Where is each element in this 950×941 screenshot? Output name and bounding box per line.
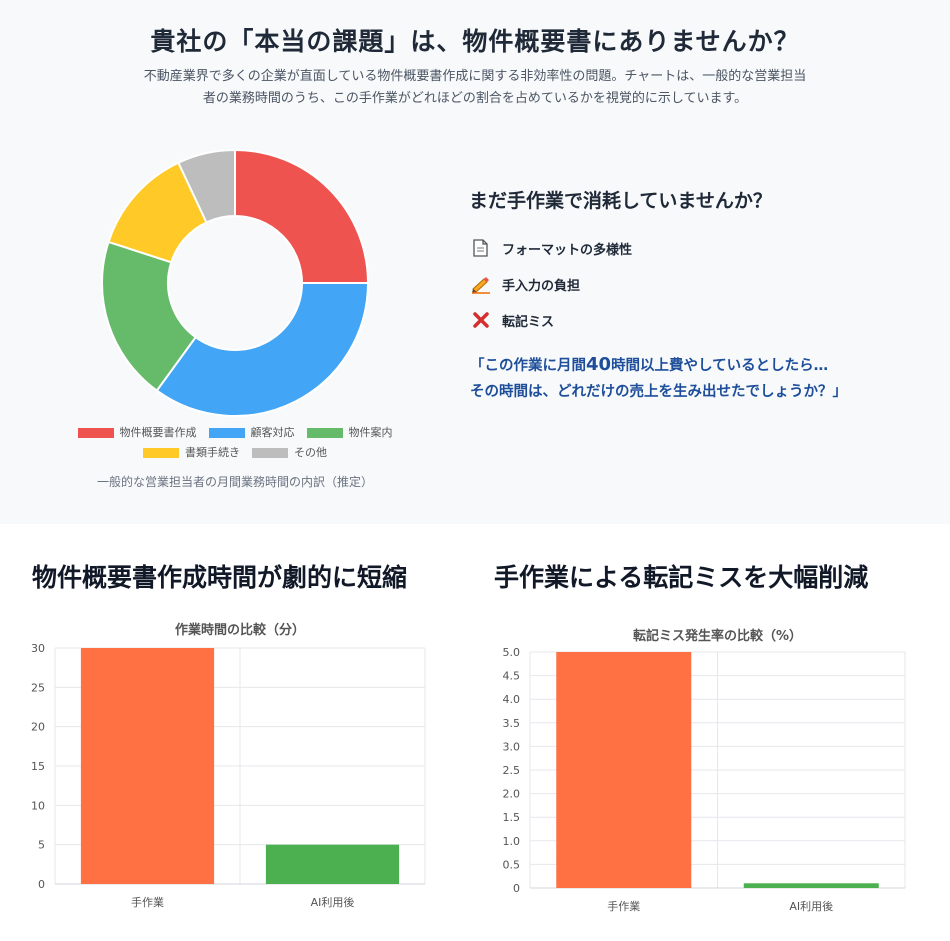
- page-title: 貴社の「本当の課題」は、物件概要書にありませんか？: [150, 27, 800, 56]
- donut-slice-1: [155, 282, 370, 417]
- quote-line-1: 「この作業に月間40時間以上費やしているとしたら…: [470, 352, 930, 379]
- x-tick-label: 手作業: [607, 899, 640, 913]
- time-reduction-title: 物件概要書作成時間が劇的に短縮: [32, 563, 408, 592]
- chart-title: 転記ミス発生率の比較（%）: [633, 628, 802, 644]
- bar-0[interactable]: [80, 648, 215, 884]
- legend-item[interactable]: 物件概要書作成: [77, 423, 197, 443]
- legend-swatch: [208, 428, 245, 438]
- legend-item[interactable]: その他: [252, 443, 327, 463]
- bar-1[interactable]: [265, 844, 400, 884]
- y-tick-label: 5: [38, 839, 45, 852]
- donut-slice-2: [101, 240, 198, 392]
- y-tick-label: 5.0: [503, 646, 521, 659]
- y-tick-label: 3.0: [503, 740, 521, 753]
- donut-legend: 物件概要書作成 顧客対応 物件案内書類手続き その他: [60, 423, 410, 463]
- pain-item-format: フォーマットの多様性: [470, 230, 632, 266]
- y-tick-label: 0: [513, 882, 520, 895]
- x-tick-label: AI利用後: [789, 899, 833, 913]
- y-tick-label: 3.5: [503, 717, 521, 730]
- y-tick-label: 4.5: [503, 670, 521, 683]
- x-tick-label: AI利用後: [311, 895, 355, 909]
- cross-icon: [470, 310, 494, 330]
- donut-slice-0: [234, 148, 370, 284]
- pain-item-transcription-error: 転記ミス: [470, 302, 632, 338]
- donut-caption: 一般的な営業担当者の月間業務時間の内訳（推定）: [96, 475, 373, 489]
- legend-swatch: [77, 428, 114, 438]
- quote-number: 40: [586, 354, 612, 375]
- y-tick-label: 2.5: [503, 764, 521, 777]
- legend-label: 顧客対応: [250, 426, 295, 439]
- quote-line-2: その時間は、どれだけの売上を生み出せたでしょうか？」: [470, 384, 847, 400]
- bar-0[interactable]: [556, 652, 692, 888]
- y-tick-label: 1.0: [503, 835, 521, 848]
- pain-item-label: フォーマットの多様性: [502, 242, 633, 258]
- legend-row: 物件概要書作成 顧客対応 物件案内: [60, 423, 410, 443]
- legend-item[interactable]: 物件案内: [306, 423, 393, 443]
- legend-label: その他: [294, 446, 327, 459]
- bar-1[interactable]: [743, 883, 879, 888]
- y-tick-label: 1.5: [503, 811, 521, 824]
- y-tick-label: 10: [31, 799, 45, 812]
- legend-swatch: [306, 428, 343, 438]
- y-tick-label: 20: [31, 721, 45, 734]
- y-tick-label: 4.0: [503, 693, 521, 706]
- pencil-icon: [470, 274, 494, 294]
- y-tick-label: 25: [31, 681, 45, 694]
- legend-label: 書類手続き: [185, 446, 240, 459]
- problem-section: 貴社の「本当の課題」は、物件概要書にありませんか？ 不動産業界で多くの企業が直面…: [60, 27, 930, 489]
- error-reduction-title: 手作業による転記ミスを大幅削減: [494, 563, 869, 592]
- legend-label: 物件概要書作成: [119, 426, 197, 439]
- x-tick-label: 手作業: [131, 895, 164, 909]
- impact-quote: 「この作業に月間40時間以上費やしているとしたら… その時間は、どれだけの売上を…: [470, 352, 930, 405]
- pain-points-title: まだ手作業で消耗していませんか？: [469, 190, 772, 212]
- donut-slice-4: [177, 148, 236, 224]
- page-description: 不動産業界で多くの企業が直面している物件概要書作成に関する非効率性の問題。チャー…: [143, 69, 807, 106]
- quote-text: 時間以上費やしているとしたら…: [611, 358, 829, 374]
- y-tick-label: 30: [31, 642, 45, 655]
- legend-row: 書類手続き その他: [60, 443, 410, 463]
- legend-swatch: [252, 448, 288, 458]
- work-time-donut-chart: [101, 148, 370, 417]
- chart-title: 作業時間の比較（分）: [175, 622, 305, 638]
- quote-text: 「この作業に月間: [470, 358, 586, 374]
- y-tick-label: 15: [31, 760, 45, 773]
- y-tick-label: 2.0: [503, 788, 521, 801]
- legend-swatch: [143, 448, 179, 458]
- pain-item-label: 手入力の負担: [502, 278, 581, 294]
- legend-item[interactable]: 顧客対応: [208, 423, 295, 443]
- document-icon: [470, 238, 494, 258]
- error-rate-comparison-chart: 転記ミス発生率の比較（%） 0 0.5 1.0 1.5 2.0 2.5 3.0 3.5 4.0 4.…: [503, 628, 906, 913]
- y-tick-label: 0: [38, 878, 45, 891]
- legend-label: 物件案内: [348, 426, 393, 439]
- y-tick-label: 0.5: [503, 858, 521, 871]
- legend-item[interactable]: 書類手続き: [143, 443, 240, 463]
- pain-item-manual-input: 手入力の負担: [470, 266, 632, 302]
- pain-item-label: 転記ミス: [502, 314, 555, 330]
- work-time-comparison-chart: 作業時間の比較（分） 0 5 10 15 20 25 30 手作業 AI利用後: [31, 622, 426, 909]
- pain-points-list: フォーマットの多様性 手入力の負担 転記ミス: [470, 230, 632, 338]
